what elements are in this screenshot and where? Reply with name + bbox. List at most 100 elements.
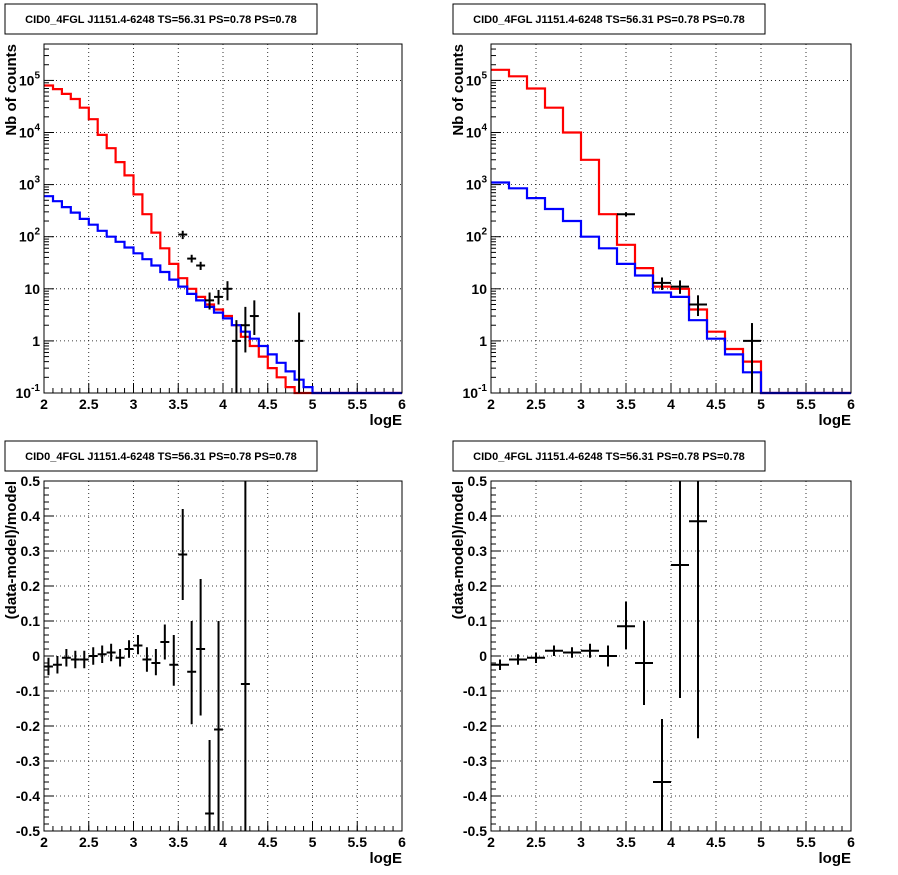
x-tick-label: 4.5 xyxy=(706,396,726,412)
tick-base: 10 xyxy=(19,229,35,245)
y-axis-label: Nb of counts xyxy=(3,44,20,136)
x-tick-label: 3 xyxy=(577,834,585,850)
data-point xyxy=(187,254,197,263)
y-tick-label: 0.3 xyxy=(468,543,488,559)
x-axis-label: logE xyxy=(370,850,403,867)
x-tick-label: 4.5 xyxy=(258,834,278,850)
data-point xyxy=(205,740,215,831)
y-tick-label: 1 xyxy=(32,333,40,349)
data-point xyxy=(52,656,62,674)
y-tick-label: 105 xyxy=(19,70,41,88)
x-tick-label: 5 xyxy=(757,834,765,850)
tick-exponent: 5 xyxy=(34,70,40,81)
plot-frame xyxy=(43,480,403,832)
data-point xyxy=(653,719,671,831)
data-point xyxy=(70,650,80,669)
y-tick-label: 102 xyxy=(19,227,41,245)
y-tick-label: 0.4 xyxy=(21,508,41,524)
tick-base: 10 xyxy=(19,72,35,88)
data-point xyxy=(527,652,545,663)
x-tick-label: 2.5 xyxy=(79,834,99,850)
plot-frame xyxy=(490,480,852,832)
x-tick-label: 4 xyxy=(219,396,227,412)
data-point xyxy=(106,643,116,662)
data-point xyxy=(240,481,250,831)
tick-exponent: -1 xyxy=(31,383,40,394)
y-tick-label: 10 xyxy=(471,281,487,297)
tick-exponent: 4 xyxy=(34,123,40,134)
data-point xyxy=(599,645,617,667)
x-tick-label: 3.5 xyxy=(169,834,189,850)
data-point xyxy=(223,281,232,301)
y-tick-label: -0.2 xyxy=(463,718,487,734)
x-tick-label: 4 xyxy=(667,834,675,850)
x-tick-label: 5.5 xyxy=(796,396,816,412)
x-tick-label: 4.5 xyxy=(706,834,726,850)
x-tick-label: 4 xyxy=(219,834,227,850)
data-point xyxy=(689,481,707,739)
data-point xyxy=(97,645,107,663)
y-tick-label: 10-1 xyxy=(16,383,41,401)
data-point xyxy=(617,212,635,217)
data-point xyxy=(240,306,250,353)
y-tick-label: 0.5 xyxy=(21,473,41,489)
x-tick-label: 4 xyxy=(667,396,675,412)
y-tick-label: 0.3 xyxy=(21,543,41,559)
data-point xyxy=(671,280,689,294)
y-tick-label: -0.5 xyxy=(463,823,487,839)
data-point xyxy=(124,640,134,658)
y-tick-label: 1 xyxy=(479,333,487,349)
x-tick-label: 2.5 xyxy=(79,396,99,412)
y-tick-label: 0.2 xyxy=(21,578,41,594)
tick-exponent: -1 xyxy=(478,383,487,394)
tick-base: 10 xyxy=(19,177,35,193)
chart-title: CID0_4FGL J1151.4-6248 TS=56.31 PS=0.78 … xyxy=(25,14,297,26)
tick-exponent: 5 xyxy=(481,70,487,81)
y-tick-label: 0.1 xyxy=(468,613,488,629)
x-axis-label: logE xyxy=(819,412,852,429)
data-point xyxy=(142,647,152,672)
tick-base: 10 xyxy=(466,229,482,245)
y-tick-label: -0.3 xyxy=(463,753,487,769)
tick-base: 10 xyxy=(466,125,482,141)
data-point xyxy=(214,289,223,305)
tick-base: 10 xyxy=(19,125,35,141)
y-tick-label: 102 xyxy=(466,227,488,245)
x-tick-label: 3 xyxy=(130,834,138,850)
x-tick-label: 2.5 xyxy=(526,396,546,412)
data-point xyxy=(743,323,761,393)
panel-bottom-left-residuals: CID0_4FGL J1151.4-6248 TS=56.31 PS=0.78 … xyxy=(3,440,406,867)
y-tick-label: -0.4 xyxy=(16,788,40,804)
data-point xyxy=(178,230,188,240)
y-axis-label: (data-model)/model xyxy=(3,481,20,619)
y-tick-label: 103 xyxy=(19,175,41,193)
data-point xyxy=(671,481,689,698)
tick-exponent: 2 xyxy=(34,227,40,238)
x-tick-label: 2 xyxy=(487,396,495,412)
data-point xyxy=(205,292,215,310)
data-point xyxy=(88,647,98,665)
data-point xyxy=(169,635,179,686)
data-point xyxy=(491,659,509,670)
panel-top-left-counts: CID0_4FGL J1151.4-6248 TS=56.31 PS=0.78 … xyxy=(3,3,406,429)
data-point xyxy=(635,621,653,705)
y-tick-label: -0.3 xyxy=(16,753,40,769)
y-tick-label: -0.1 xyxy=(463,683,487,699)
x-tick-label: 3.5 xyxy=(616,396,636,412)
tick-exponent: 3 xyxy=(34,175,40,186)
y-tick-label: 105 xyxy=(466,70,488,88)
x-tick-label: 5.5 xyxy=(348,834,368,850)
y-tick-label: 104 xyxy=(19,123,41,141)
x-tick-label: 6 xyxy=(847,834,855,850)
tick-base: 10 xyxy=(16,385,32,401)
data-point xyxy=(151,649,161,676)
x-tick-label: 3.5 xyxy=(616,834,636,850)
plot-frame xyxy=(43,43,403,394)
y-tick-label: -0.5 xyxy=(16,823,40,839)
x-tick-label: 6 xyxy=(847,396,855,412)
y-axis-label: Nb of counts xyxy=(450,44,467,136)
data-point xyxy=(133,635,143,655)
data-point xyxy=(196,579,206,716)
x-tick-label: 3 xyxy=(130,396,138,412)
y-tick-label: 0.5 xyxy=(468,473,488,489)
